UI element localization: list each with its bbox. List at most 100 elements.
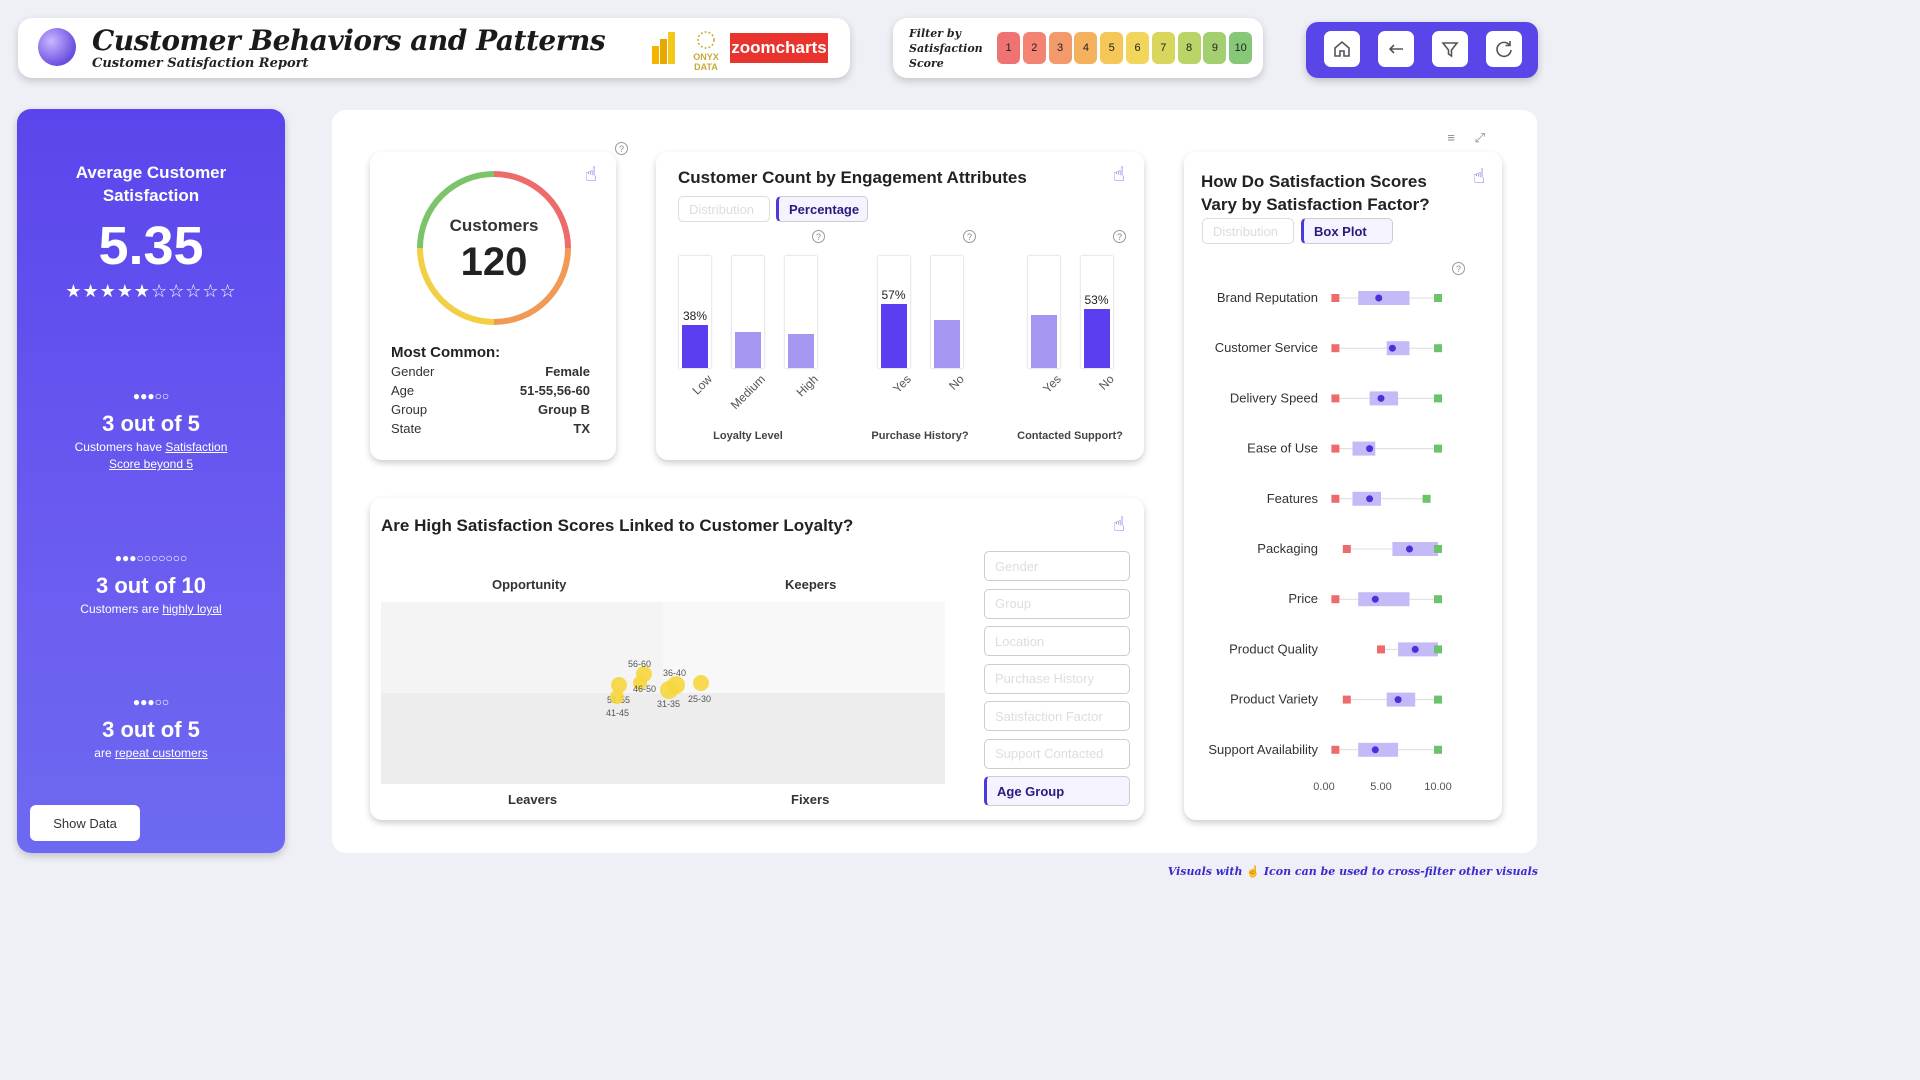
dimension-button[interactable]: Purchase History xyxy=(984,663,1130,694)
score-filter-10[interactable]: 10 xyxy=(1229,32,1253,64)
box-median xyxy=(1366,495,1374,503)
help-icon[interactable]: ? xyxy=(615,142,628,155)
box-median xyxy=(1394,696,1402,704)
box-max-marker xyxy=(1434,695,1442,704)
distribution-toggle[interactable]: Distribution xyxy=(678,196,770,222)
dimension-button[interactable]: Age Group xyxy=(984,776,1130,806)
customers-label: Customers xyxy=(449,216,539,235)
stat1-link[interactable]: Satisfaction Score beyond 5 xyxy=(108,440,228,471)
bar-track[interactable] xyxy=(732,256,764,368)
box-max-marker xyxy=(1434,344,1442,353)
bar-track[interactable]: 38% xyxy=(679,256,711,368)
customers-count: 120 xyxy=(460,240,528,284)
satisfaction-boxplot-card[interactable]: How Do Satisfaction Scores Vary by Satis… xyxy=(1184,152,1502,820)
customers-donut xyxy=(417,171,571,325)
box-category-label: Support Availability xyxy=(1208,742,1318,757)
back-arrow-icon xyxy=(1388,44,1403,54)
bar-track[interactable]: 57% xyxy=(877,256,910,368)
score-filter-8[interactable]: 8 xyxy=(1177,32,1201,64)
scatter-point[interactable] xyxy=(693,675,709,691)
stat3-dots: ●●●○○ xyxy=(132,695,170,709)
scatter-point-label: 31-35 xyxy=(657,699,681,709)
footer-pre: Visuals with xyxy=(1167,865,1243,878)
box-iqr xyxy=(1358,592,1410,607)
dimension-button[interactable]: Gender xyxy=(984,551,1130,581)
box-category-label: Features xyxy=(1267,491,1319,506)
dimension-button[interactable]: Support Contacted xyxy=(984,738,1130,769)
box-median xyxy=(1411,645,1419,653)
quadrant-label-leavers: Leavers xyxy=(508,792,558,807)
most-common-title: Most Common: xyxy=(391,344,501,361)
help-icon[interactable]: ? xyxy=(812,230,825,243)
bar-track[interactable] xyxy=(930,256,963,368)
show-data-button[interactable]: Show Data xyxy=(30,805,140,841)
box-category-label: Price xyxy=(1288,591,1318,606)
dimension-button[interactable]: Satisfaction Factor xyxy=(984,701,1130,731)
help-icon[interactable]: ? xyxy=(963,230,976,243)
bar-category-label: High xyxy=(793,372,821,400)
scatter-point[interactable] xyxy=(611,677,627,693)
help-icon[interactable]: ? xyxy=(1113,230,1126,243)
bar-track[interactable] xyxy=(785,256,817,368)
header-card: Customer Behaviors and Patterns Customer… xyxy=(18,18,850,78)
score-filter-9[interactable]: 9 xyxy=(1203,32,1227,64)
filter-button[interactable] xyxy=(1432,31,1468,67)
scatter-point[interactable] xyxy=(660,681,678,699)
filter-lines-icon[interactable]: ≡ xyxy=(1447,130,1455,145)
bar-track[interactable]: 53% xyxy=(1080,256,1113,368)
bar-percent-label: 53% xyxy=(1084,292,1109,307)
score-filter-3[interactable]: 3 xyxy=(1048,32,1072,64)
box-category-label: Customer Service xyxy=(1215,340,1318,355)
stat3-link[interactable]: repeat customers xyxy=(114,746,208,760)
score-filter-1[interactable]: 1 xyxy=(997,32,1020,64)
box-max-marker xyxy=(1434,294,1442,302)
cross-filter-hand-icon: ☝ xyxy=(1472,166,1486,188)
percentage-toggle[interactable]: Percentage xyxy=(776,196,868,222)
box-max-marker xyxy=(1434,595,1442,604)
score-filter-4[interactable]: 4 xyxy=(1074,32,1098,64)
score-filter-2[interactable]: 2 xyxy=(1022,32,1046,64)
box-median xyxy=(1371,595,1379,603)
axis-tick-label: 0.00 xyxy=(1313,781,1334,793)
box-category-label: Product Variety xyxy=(1230,692,1318,707)
stat3-caption: are repeat customers xyxy=(17,745,285,762)
scatter-point[interactable] xyxy=(633,676,647,690)
back-button[interactable] xyxy=(1378,31,1414,67)
engagement-card[interactable]: Customer Count by Engagement Attributes … xyxy=(656,152,1144,460)
home-button[interactable] xyxy=(1324,31,1360,67)
page-subtitle: Customer Satisfaction Report xyxy=(92,56,309,71)
zoomcharts-logo: zoomcharts xyxy=(730,33,828,63)
customers-card[interactable]: Customers 120 ☝ ? Most Common: Gender Fem… xyxy=(370,142,628,460)
most-common-key: Group xyxy=(391,402,428,417)
satisfaction-title: How Do Satisfaction Scores Vary by Satis… xyxy=(1201,172,1430,214)
group-label: Contacted Support? xyxy=(1017,430,1123,442)
quadrant-label-fixers: Fixers xyxy=(791,792,830,807)
expand-icon[interactable]: ⤢ xyxy=(1474,130,1485,145)
distribution-toggle[interactable]: Distribution xyxy=(1202,218,1294,244)
score-filter-5[interactable]: 5 xyxy=(1100,32,1124,64)
stat2-link[interactable]: highly loyal xyxy=(162,602,222,616)
bar-fill xyxy=(1083,308,1110,368)
most-common-value: 51-55,56-60 xyxy=(519,383,590,398)
quadrant-lower xyxy=(381,693,945,784)
loyalty-card[interactable]: Are High Satisfaction Scores Linked to C… xyxy=(370,498,1144,820)
quadrant-label-keepers: Keepers xyxy=(785,577,837,592)
help-icon[interactable]: ? xyxy=(1452,262,1465,275)
group-label: Purchase History? xyxy=(871,430,969,442)
bar-category-label: Medium xyxy=(727,372,768,413)
stat1-value: 3 out of 5 xyxy=(102,411,200,436)
score-filter-7[interactable]: 7 xyxy=(1151,32,1175,64)
bar-fill xyxy=(682,325,708,368)
boxplot-toggle[interactable]: Box Plot xyxy=(1301,218,1393,244)
bar-category-label: Yes xyxy=(1039,372,1064,396)
scatter-point[interactable] xyxy=(610,690,624,704)
dimension-button[interactable]: Location xyxy=(984,626,1130,656)
reset-button[interactable] xyxy=(1486,31,1522,67)
scatter-point-label: 25-30 xyxy=(688,694,712,704)
main-panel: ≡ ⤢ Customers 120 ☝ ? Most Common: Gende… xyxy=(332,110,1537,853)
score-filter-6[interactable]: 6 xyxy=(1126,32,1149,64)
box-category-label: Brand Reputation xyxy=(1217,290,1318,305)
bar-track[interactable] xyxy=(1027,256,1060,368)
dimension-button[interactable]: Group xyxy=(984,588,1130,619)
box-median xyxy=(1377,394,1385,402)
